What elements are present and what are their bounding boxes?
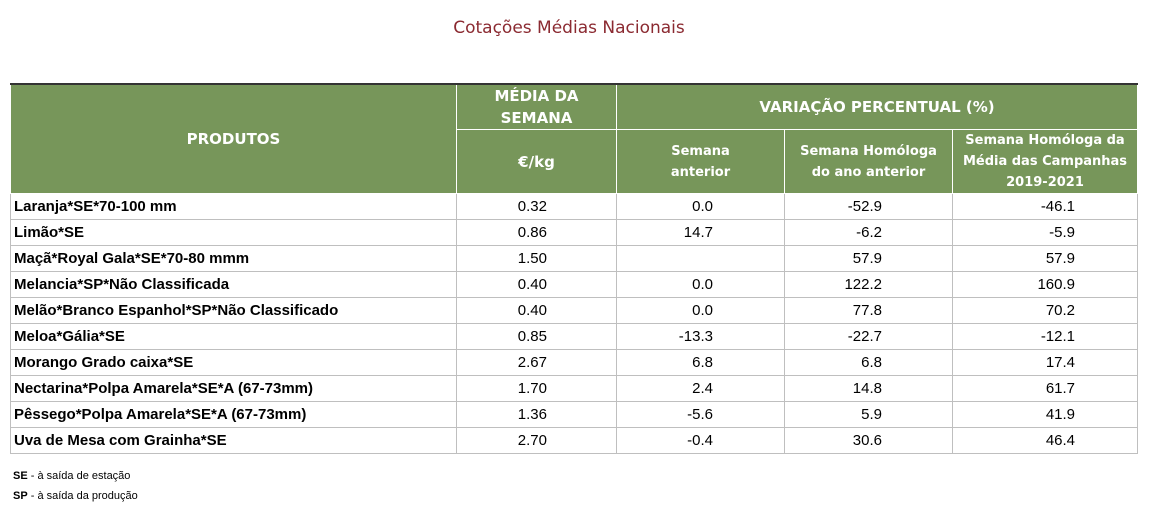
- footnote-sp: SP - à saída da produção: [13, 489, 138, 509]
- cell-produto: Maçã*Royal Gala*SE*70-80 mmm: [10, 245, 457, 272]
- cell-produto: Meloa*Gália*SE: [10, 323, 457, 350]
- cell-campanhas: 61.7: [952, 375, 1139, 402]
- table-row: Maçã*Royal Gala*SE*70-80 mmm 1.50 57.9 5…: [10, 245, 1139, 272]
- table-row: Laranja*SE*70-100 mm 0.32 0.0 -52.9 -46.…: [10, 193, 1139, 220]
- cell-homologa: 30.6: [784, 427, 953, 454]
- table-row: Morango Grado caixa*SE 2.67 6.8 6.8 17.4: [10, 349, 1139, 376]
- header-semana-homologa: Semana Homóloga do ano anterior: [784, 129, 953, 194]
- cell-homologa: -6.2: [784, 219, 953, 246]
- cell-produto: Uva de Mesa com Grainha*SE: [10, 427, 457, 454]
- cell-homologa: 14.8: [784, 375, 953, 402]
- cell-campanhas: -46.1: [952, 193, 1139, 220]
- footnote-text: - à saída da produção: [27, 490, 138, 502]
- cell-media: 1.50: [456, 245, 617, 272]
- footnote-se: SE - à saída de estação: [13, 469, 138, 489]
- footnotes: SE - à saída de estação SP - à saída da …: [13, 469, 138, 509]
- cell-media: 2.70: [456, 427, 617, 454]
- table-row: Meloa*Gália*SE 0.85 -13.3 -22.7 -12.1: [10, 323, 1139, 350]
- cell-campanhas: 160.9: [952, 271, 1139, 298]
- cell-homologa: 6.8: [784, 349, 953, 376]
- cell-media: 2.67: [456, 349, 617, 376]
- cell-media: 0.32: [456, 193, 617, 220]
- cell-homologa: 57.9: [784, 245, 953, 272]
- cell-campanhas: -12.1: [952, 323, 1139, 350]
- table-row: Pêssego*Polpa Amarela*SE*A (67-73mm) 1.3…: [10, 401, 1139, 428]
- header-media-line2: SEMANA: [500, 109, 573, 127]
- cell-semana-anterior: 14.7: [616, 219, 785, 246]
- table-body: Laranja*SE*70-100 mm 0.32 0.0 -52.9 -46.…: [10, 193, 1139, 454]
- cell-media: 1.70: [456, 375, 617, 402]
- header-produtos: PRODUTOS: [10, 83, 457, 194]
- header-media-semana: MÉDIA DA SEMANA: [456, 83, 617, 130]
- cell-produto: Pêssego*Polpa Amarela*SE*A (67-73mm): [10, 401, 457, 428]
- cell-media: 0.40: [456, 271, 617, 298]
- cell-semana-anterior: -13.3: [616, 323, 785, 350]
- header-campanhas-line2: Média das Campanhas: [962, 154, 1128, 169]
- cell-media: 0.86: [456, 219, 617, 246]
- table-row: Limão*SE 0.86 14.7 -6.2 -5.9: [10, 219, 1139, 246]
- cell-semana-anterior: -5.6: [616, 401, 785, 428]
- table-row: Melão*Branco Espanhol*SP*Não Classificad…: [10, 297, 1139, 324]
- table-row: Uva de Mesa com Grainha*SE 2.70 -0.4 30.…: [10, 427, 1139, 454]
- table-row: Nectarina*Polpa Amarela*SE*A (67-73mm) 1…: [10, 375, 1139, 402]
- header-campanhas-line3: 2019-2021: [1006, 175, 1084, 190]
- header-variacao: VARIAÇÃO PERCENTUAL (%): [615, 83, 1139, 130]
- cell-homologa: 5.9: [784, 401, 953, 428]
- cell-semana-anterior: 0.0: [616, 193, 785, 220]
- cell-semana-anterior: [616, 245, 785, 272]
- header-campanhas-line1: Semana Homóloga da: [965, 133, 1125, 148]
- cell-campanhas: -5.9: [952, 219, 1139, 246]
- cell-campanhas: 70.2: [952, 297, 1139, 324]
- footnote-abbr: SE: [13, 470, 28, 482]
- cell-semana-anterior: 2.4: [616, 375, 785, 402]
- cell-produto: Limão*SE: [10, 219, 457, 246]
- cell-produto: Morango Grado caixa*SE: [10, 349, 457, 376]
- cell-media: 0.40: [456, 297, 617, 324]
- table-row: Melancia*SP*Não Classificada 0.40 0.0 12…: [10, 271, 1139, 298]
- header-media-campanhas: Semana Homóloga da Média das Campanhas 2…: [951, 129, 1139, 194]
- header-homologa-line1: Semana Homóloga: [800, 143, 937, 159]
- cell-homologa: -22.7: [784, 323, 953, 350]
- cell-produto: Melão*Branco Espanhol*SP*Não Classificad…: [10, 297, 457, 324]
- table-header: PRODUTOS MÉDIA DA SEMANA VARIAÇÃO PERCEN…: [10, 83, 1139, 194]
- cell-media: 0.85: [456, 323, 617, 350]
- cell-produto: Nectarina*Polpa Amarela*SE*A (67-73mm): [10, 375, 457, 402]
- header-semana-anterior-line1: Semana: [671, 143, 730, 159]
- cell-media: 1.36: [456, 401, 617, 428]
- cell-homologa: 77.8: [784, 297, 953, 324]
- cell-produto: Laranja*SE*70-100 mm: [10, 193, 457, 220]
- cell-homologa: -52.9: [784, 193, 953, 220]
- cell-semana-anterior: 6.8: [616, 349, 785, 376]
- cell-homologa: 122.2: [784, 271, 953, 298]
- header-semana-anterior: Semana anterior: [616, 129, 785, 194]
- cell-campanhas: 46.4: [952, 427, 1139, 454]
- cell-campanhas: 41.9: [952, 401, 1139, 428]
- header-unit: €/kg: [456, 129, 617, 194]
- header-media-line1: MÉDIA DA: [494, 87, 579, 105]
- header-semana-anterior-line2: anterior: [670, 164, 731, 180]
- cell-campanhas: 57.9: [952, 245, 1139, 272]
- cell-produto: Melancia*SP*Não Classificada: [10, 271, 457, 298]
- cell-semana-anterior: 0.0: [616, 271, 785, 298]
- cell-campanhas: 17.4: [952, 349, 1139, 376]
- footnote-text: - à saída de estação: [27, 470, 131, 482]
- prices-table: PRODUTOS MÉDIA DA SEMANA VARIAÇÃO PERCEN…: [10, 83, 1139, 454]
- cell-semana-anterior: -0.4: [616, 427, 785, 454]
- cell-semana-anterior: 0.0: [616, 297, 785, 324]
- footnote-abbr: SP: [13, 490, 28, 502]
- page-title: Cotações Médias Nacionais: [453, 18, 685, 38]
- header-homologa-line2: do ano anterior: [811, 164, 926, 180]
